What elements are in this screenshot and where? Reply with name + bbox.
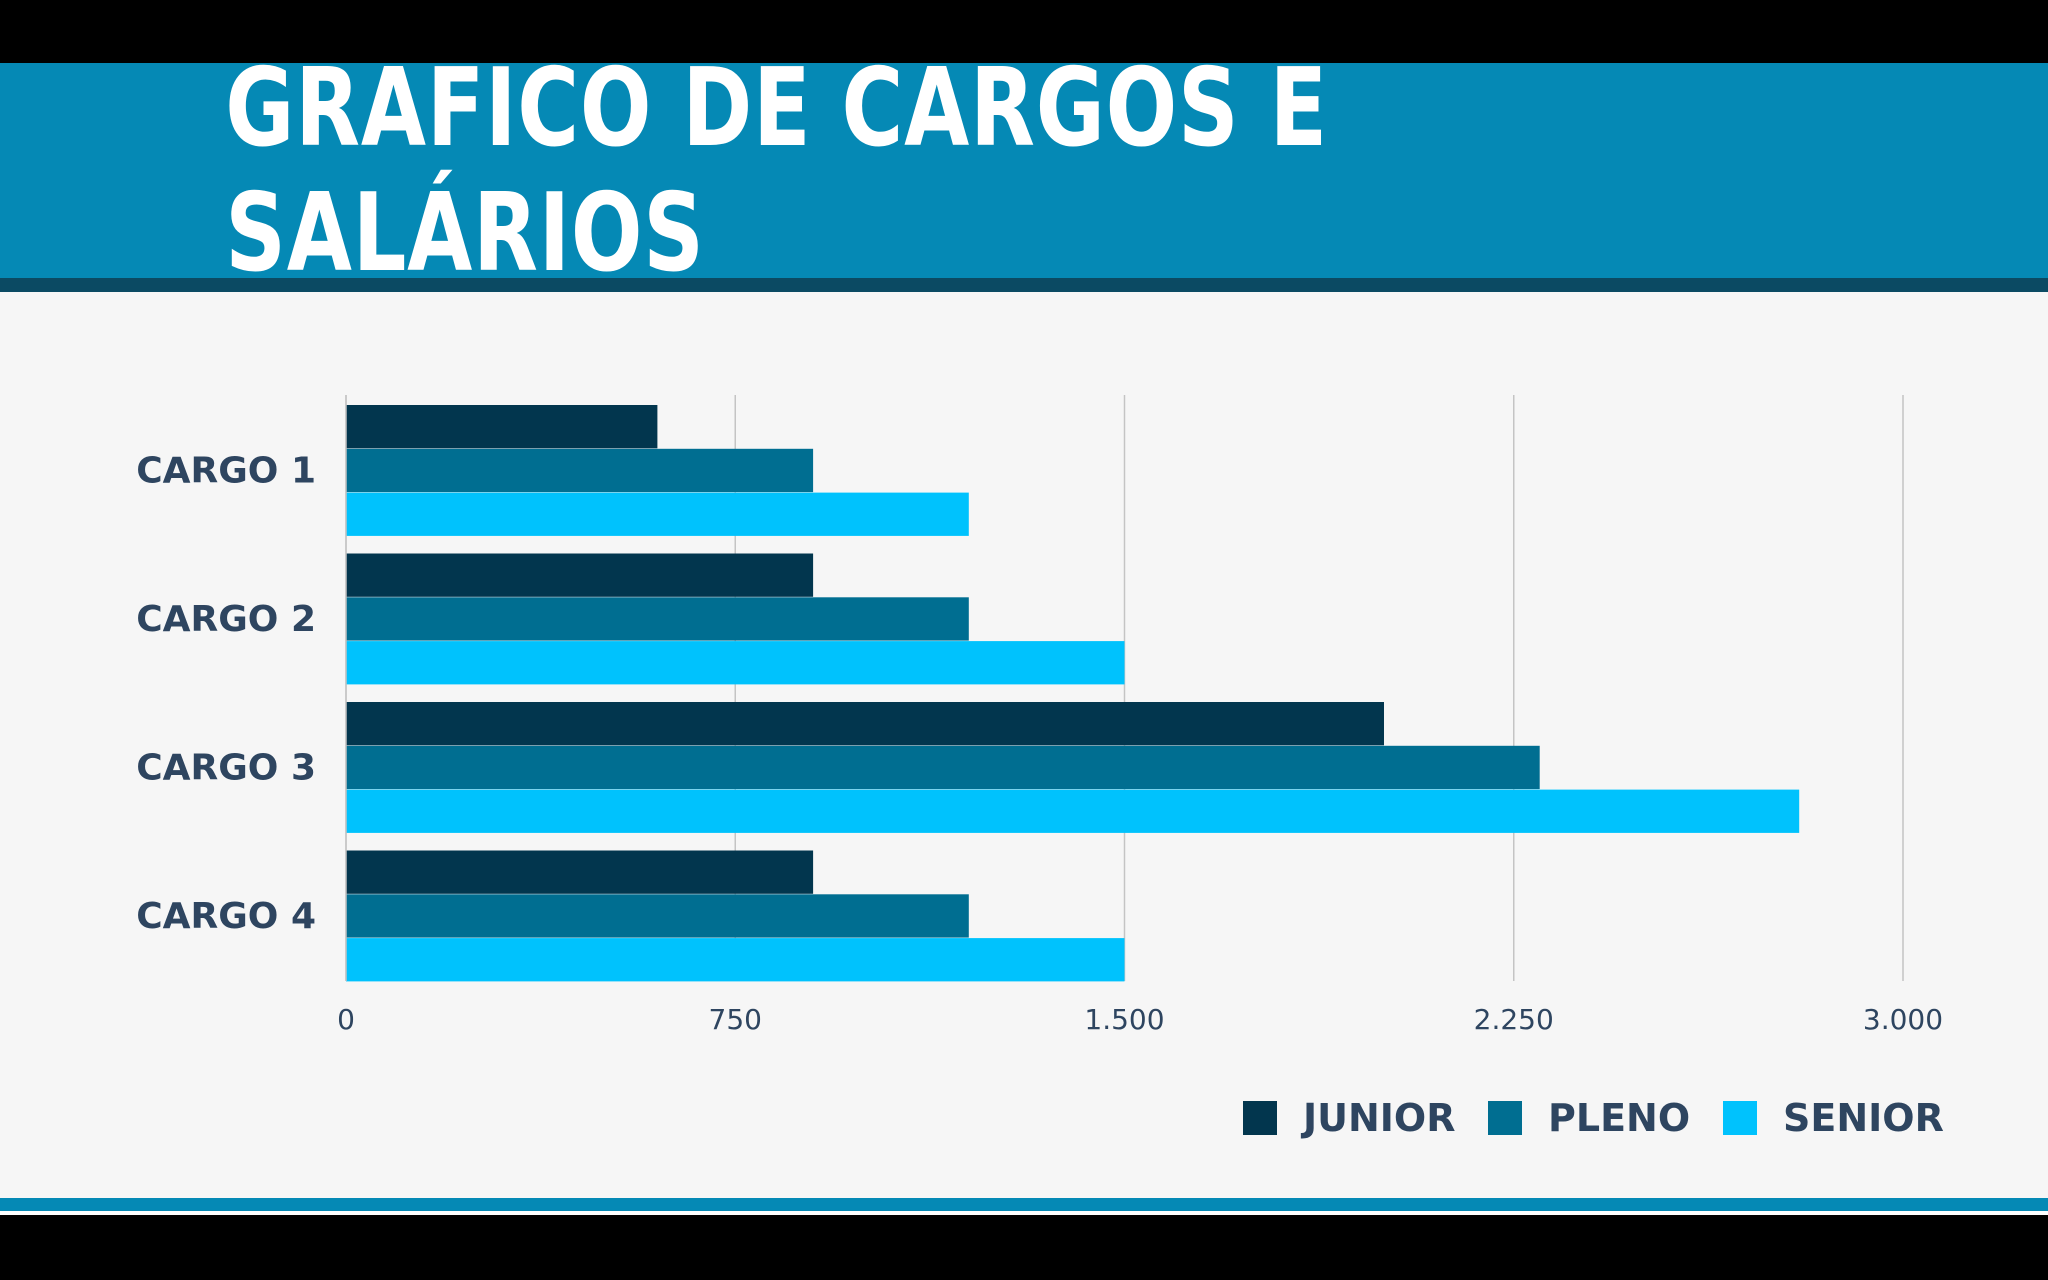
x-tick-label: 2.250 — [1474, 1003, 1554, 1036]
bar-junior — [346, 405, 658, 449]
y-category-label: CARGO 3 — [136, 748, 316, 789]
bar-pleno — [346, 745, 1540, 790]
footer-strip — [0, 1198, 2048, 1211]
slide: GRÁFICO DE CARGOS E SALÁRIOS 0 750 1.500 2.… — [0, 63, 2048, 1215]
y-category-label: CARGO 4 — [136, 896, 316, 937]
title-strip — [0, 278, 2048, 292]
bar-senior — [346, 492, 969, 536]
bar-senior — [346, 789, 1800, 833]
x-tick-label: 3.000 — [1863, 1003, 1943, 1036]
legend-label-junior: JUNIOR — [1300, 1096, 1456, 1140]
legend-label-pleno: PLENO — [1548, 1096, 1690, 1140]
legend-swatch-pleno — [1488, 1101, 1522, 1135]
bar-junior — [346, 553, 814, 597]
x-tick-label: 750 — [709, 1003, 762, 1036]
bar-junior — [346, 850, 814, 894]
bar-pleno — [346, 597, 969, 641]
page-title: GRÁFICO DE CARGOS E SALÁRIOS — [225, 63, 1328, 296]
bar-senior — [346, 938, 1125, 982]
legend-swatch-junior — [1243, 1101, 1277, 1135]
x-tick-label: 1.500 — [1084, 1003, 1164, 1036]
bar-pleno — [346, 894, 969, 938]
title-bar — [0, 63, 2048, 278]
y-category-label: CARGO 1 — [136, 451, 316, 492]
bar-chart: 0 750 1.500 2.250 3.000 CARGO 1 CARGO 2 CARGO 3… — [136, 395, 1944, 1140]
y-category-label: CARGO 2 — [136, 599, 316, 640]
bar-senior — [346, 641, 1125, 685]
x-tick-label: 0 — [337, 1003, 355, 1036]
legend-swatch-senior — [1723, 1101, 1757, 1135]
legend-label-senior: SENIOR — [1783, 1096, 1944, 1140]
bar-junior — [346, 702, 1384, 746]
bar-pleno — [346, 448, 814, 493]
footer-strip-thin — [0, 1211, 2048, 1215]
